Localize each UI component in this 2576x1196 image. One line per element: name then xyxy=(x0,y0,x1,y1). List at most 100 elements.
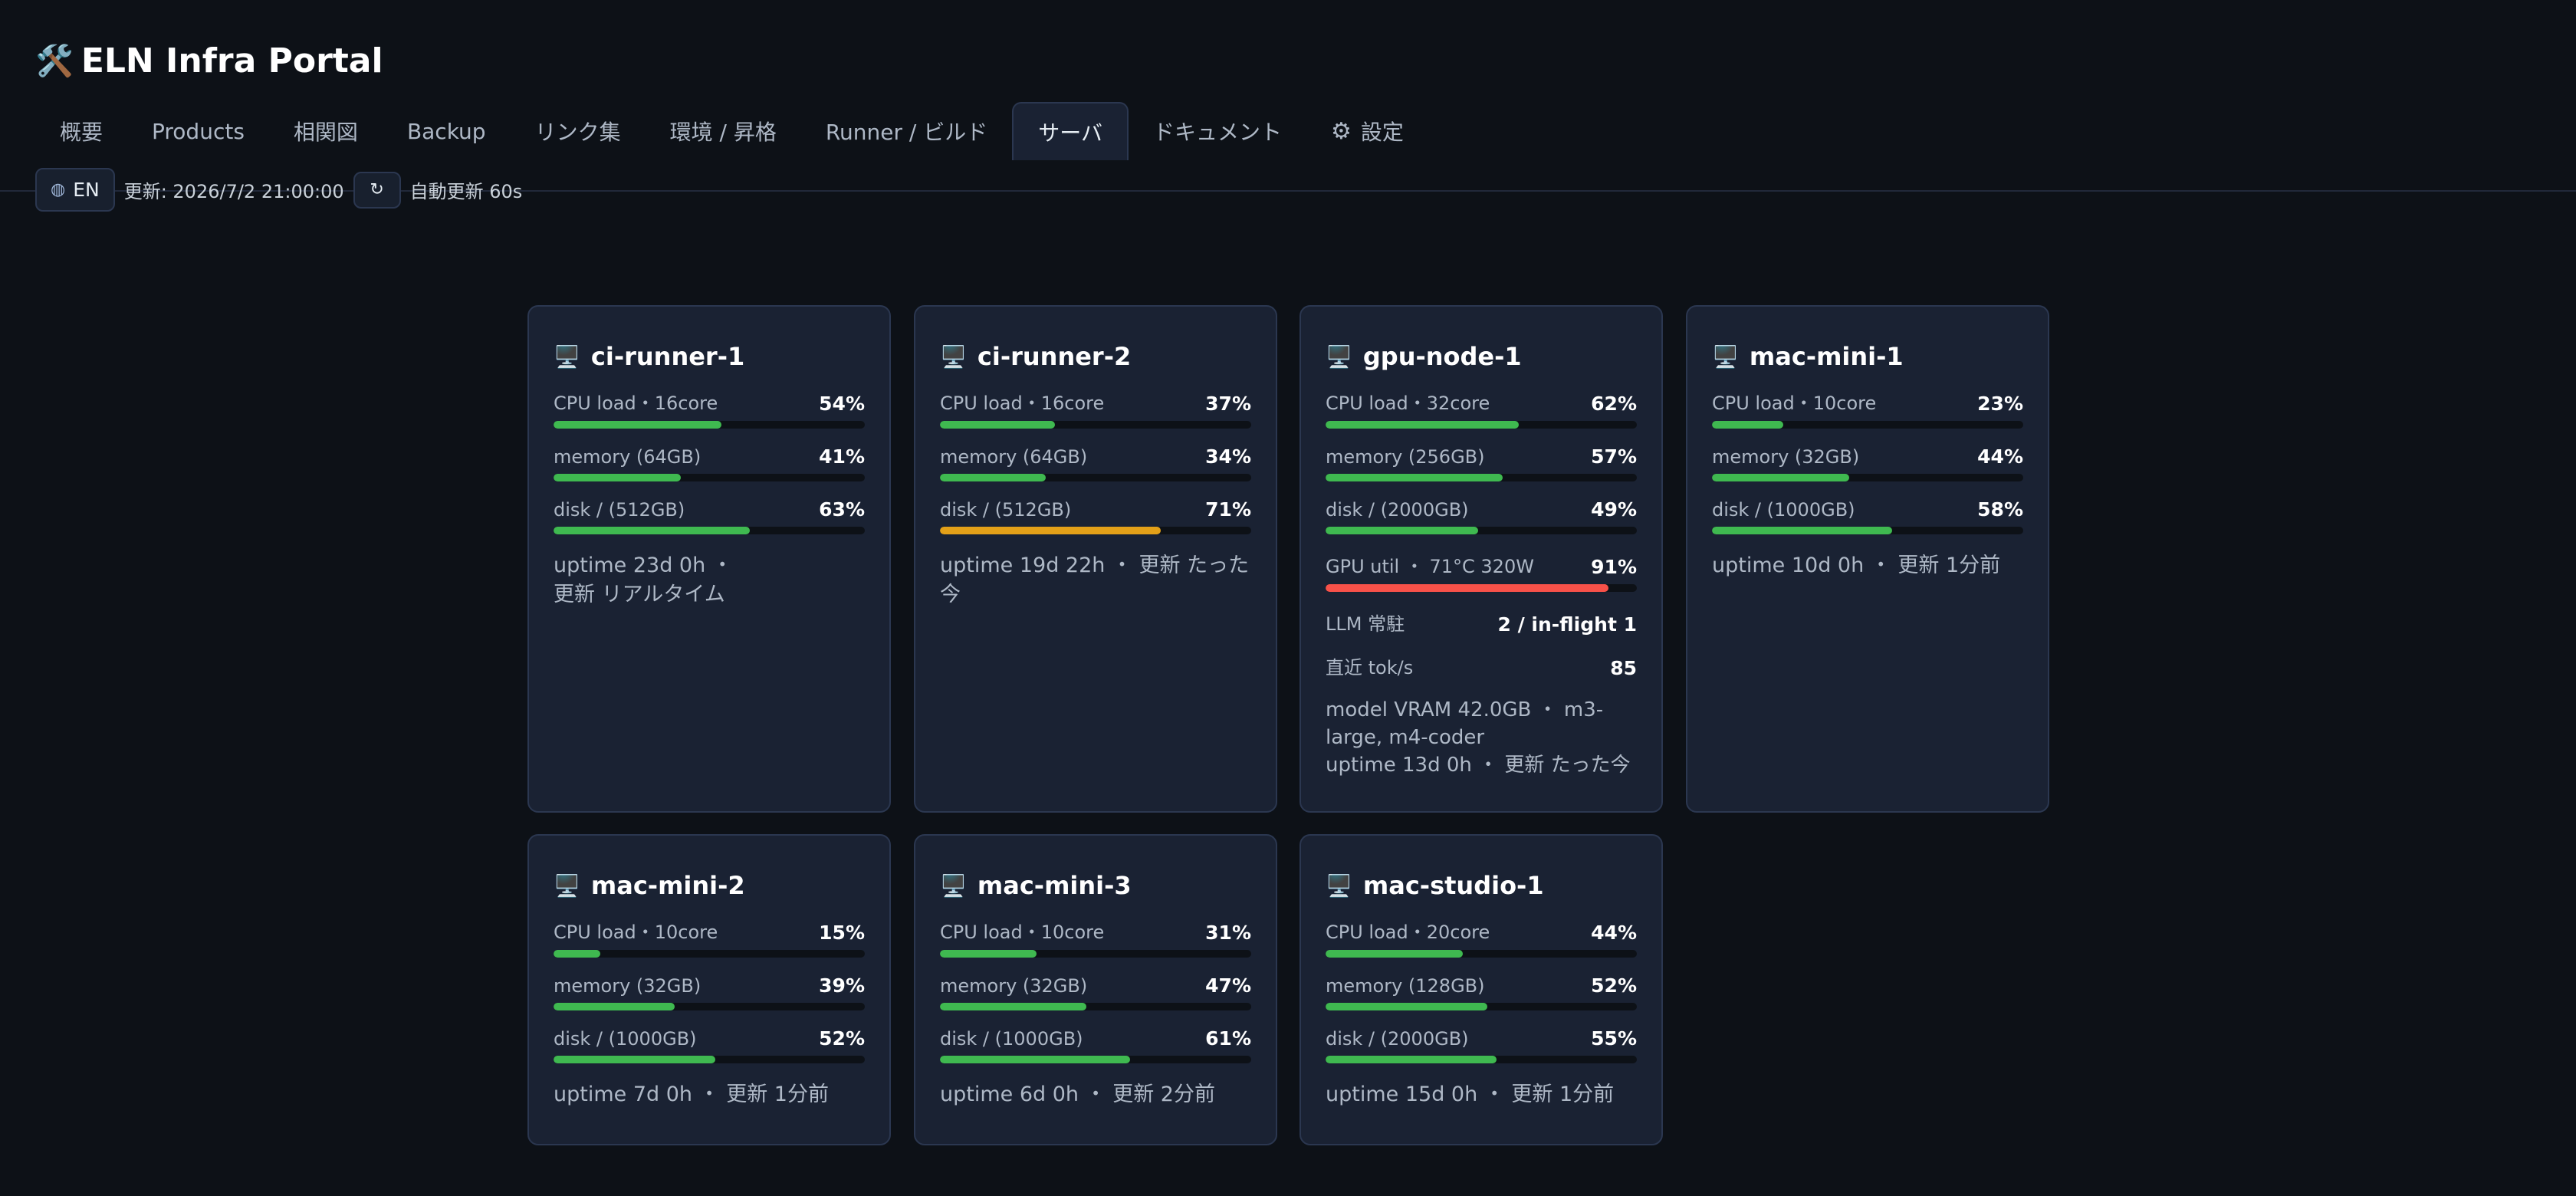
metric-value: 52% xyxy=(819,1027,865,1050)
tab-5[interactable]: 環境 / 昇格 xyxy=(646,102,801,160)
metric: memory (32GB) 39% xyxy=(554,974,865,1010)
progress-fill xyxy=(554,1056,716,1063)
metric: disk / (2000GB) 49% xyxy=(1326,498,1637,534)
metric: CPU load・16core 37% xyxy=(940,388,1251,429)
tab-8[interactable]: ドキュメント xyxy=(1129,102,1306,160)
gear-icon: ⚙ xyxy=(1331,117,1352,145)
progress-fill xyxy=(940,421,1056,429)
meta-line: uptime 13d 0h ・ 更新 たった今 xyxy=(1326,754,1631,777)
server-title: 🖥️ gpu-node-1 xyxy=(1326,342,1637,371)
app-title: 🛠️ ELN Infra Portal xyxy=(35,41,2541,80)
metric-value: 23% xyxy=(1977,393,2023,415)
server-card: 🖥️ ci-runner-1 CPU load・16core 54% memory (6… xyxy=(527,305,891,813)
metric-label: memory (64GB) xyxy=(940,446,1088,468)
progress-fill xyxy=(1326,474,1503,481)
metric-value: 62% xyxy=(1591,393,1637,415)
metric-label: disk / (1000GB) xyxy=(554,1028,697,1050)
metric-label: memory (32GB) xyxy=(554,975,702,997)
metric-value: 61% xyxy=(1205,1027,1251,1050)
refresh-button[interactable]: ↻ xyxy=(353,171,401,209)
computer-icon: 🖥️ xyxy=(1326,343,1352,370)
progress-fill xyxy=(940,474,1046,481)
metric: GPU util ・ 71°C 320W 91% xyxy=(1326,551,1637,592)
metric-label: disk / (512GB) xyxy=(554,499,685,521)
meta-line: uptime 19d 22h ・ 更新 たった今 xyxy=(940,554,1250,606)
tab-3[interactable]: Backup xyxy=(383,102,511,160)
progress-bar xyxy=(1326,584,1637,592)
meta-line: uptime 10d 0h ・ 更新 1分前 xyxy=(1712,554,2001,577)
tab-7[interactable]: サーバ xyxy=(1012,102,1129,160)
tab-0[interactable]: 概要 xyxy=(35,102,127,160)
progress-bar xyxy=(554,950,865,958)
progress-bar xyxy=(1326,950,1637,958)
computer-icon: 🖥️ xyxy=(554,343,580,370)
metric-label: disk / (2000GB) xyxy=(1326,499,1469,521)
progress-bar xyxy=(1712,421,2023,429)
progress-fill xyxy=(554,527,750,534)
server-title: 🖥️ mac-mini-3 xyxy=(940,871,1251,900)
server-card: 🖥️ gpu-node-1 CPU load・32core 62% memory (25… xyxy=(1300,305,1663,813)
globe-icon: ◍ xyxy=(51,180,66,199)
last-updated-text: 更新: 2026/7/2 21:00:00 xyxy=(123,181,344,202)
metric-value: 55% xyxy=(1591,1027,1637,1050)
tab-9[interactable]: ⚙ 設定 xyxy=(1306,102,1428,160)
tab-bar: 概要 Products 相関図 Backup リンク集 環境 / 昇格 Runner / ビ… xyxy=(35,102,2541,160)
progress-bar xyxy=(1326,421,1637,429)
progress-fill xyxy=(1326,950,1463,958)
tab-2[interactable]: 相関図 xyxy=(269,102,383,160)
computer-icon: 🖥️ xyxy=(940,343,967,370)
metric: memory (64GB) 41% xyxy=(554,445,865,481)
metric-value: 57% xyxy=(1591,445,1637,468)
metric-label: disk / (1000GB) xyxy=(1712,499,1855,521)
tab-4[interactable]: リンク集 xyxy=(511,102,646,160)
metric: disk / (1000GB) 58% xyxy=(1712,498,2023,534)
progress-fill xyxy=(1326,1003,1488,1010)
metric-label: memory (256GB) xyxy=(1326,446,1485,468)
tab-1[interactable]: Products xyxy=(127,102,269,160)
metric: memory (32GB) 44% xyxy=(1712,445,2023,481)
tab-label: 相関図 xyxy=(293,120,358,145)
language-toggle-button[interactable]: ◍ EN xyxy=(35,168,115,212)
metric-label: CPU load・16core xyxy=(554,393,718,414)
metric-value: 63% xyxy=(819,498,865,521)
metric-label: memory (32GB) xyxy=(940,975,1088,997)
tab-6[interactable]: Runner / ビルド xyxy=(801,102,1012,160)
tab-label: Runner / ビルド xyxy=(825,120,988,145)
server-title: 🖥️ mac-mini-2 xyxy=(554,871,865,900)
server-meta: uptime 10d 0h ・ 更新 1分前 xyxy=(1712,551,2023,580)
metric: CPU load・10core 23% xyxy=(1712,388,2023,429)
metric-value: 91% xyxy=(1591,556,1637,578)
progress-fill xyxy=(940,1056,1130,1063)
progress-bar xyxy=(554,1003,865,1010)
progress-fill xyxy=(554,474,682,481)
server-name: ci-runner-1 xyxy=(590,342,745,371)
metric-value: 37% xyxy=(1205,393,1251,415)
metric-value: 71% xyxy=(1205,498,1251,521)
tab-label: Products xyxy=(152,118,245,144)
metric-label: memory (128GB) xyxy=(1326,975,1485,997)
tools-icon: 🛠️ xyxy=(35,44,74,79)
stat-value: 2 / in-flight 1 xyxy=(1497,613,1637,636)
metric: CPU load・32core 62% xyxy=(1326,388,1637,429)
metric: memory (256GB) 57% xyxy=(1326,445,1637,481)
server-name: gpu-node-1 xyxy=(1362,342,1522,371)
metric: disk / (1000GB) 52% xyxy=(554,1027,865,1063)
tab-label: Backup xyxy=(406,118,486,144)
metric-label: CPU load・32core xyxy=(1326,393,1490,414)
progress-fill xyxy=(940,1003,1086,1010)
metric: disk / (512GB) 63% xyxy=(554,498,865,534)
metric-label: disk / (1000GB) xyxy=(940,1028,1083,1050)
progress-bar xyxy=(940,1056,1251,1063)
progress-fill xyxy=(940,527,1162,534)
progress-fill xyxy=(554,950,600,958)
tab-label: 環境 / 昇格 xyxy=(669,120,777,145)
header: 🛠️ ELN Infra Portal 概要 Products 相関図 Backup リ… xyxy=(0,0,2576,212)
progress-bar xyxy=(1712,474,2023,481)
progress-bar xyxy=(940,474,1251,481)
metric-value: 44% xyxy=(1591,922,1637,944)
metric-value: 41% xyxy=(819,445,865,468)
computer-icon: 🖥️ xyxy=(554,872,580,899)
progress-fill xyxy=(1326,584,1609,592)
progress-bar xyxy=(1712,527,2023,534)
metric-label: CPU load・10core xyxy=(554,922,718,943)
